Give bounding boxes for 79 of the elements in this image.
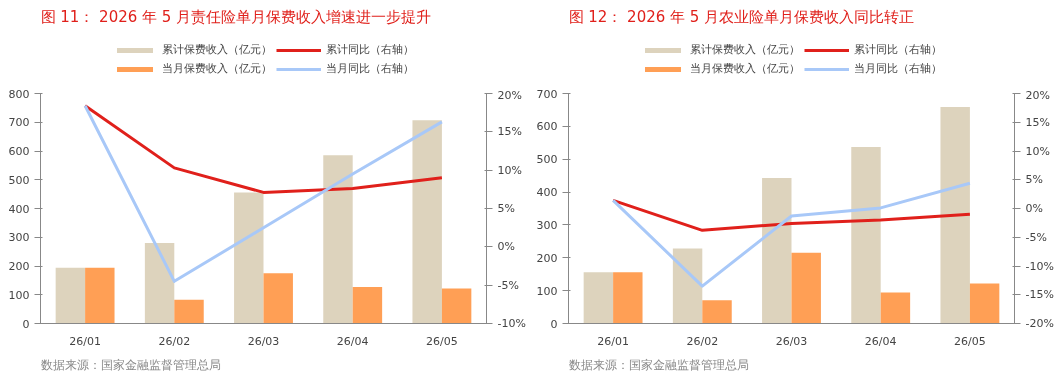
line-series [611, 198, 972, 232]
bar [613, 272, 643, 324]
bar [880, 292, 911, 324]
bar [969, 283, 1000, 324]
y-tick-label: 500 [8, 173, 30, 187]
bar [352, 286, 383, 324]
chart-title: 图 11： 2026 年 5 月责任险单月保费收入增速进一步提升 [40, 7, 432, 26]
y-tick-label: 0 [22, 317, 30, 331]
y-tick-label: 700 [536, 87, 558, 101]
y2-tick-label: -10% [1025, 259, 1054, 273]
bar [762, 177, 792, 324]
y-tick-label: 400 [536, 186, 558, 200]
x-tick-label: 26/01 [597, 334, 629, 348]
y-tick-label: 100 [536, 284, 558, 298]
source-note: 数据来源：国家金融监督管理总局 [568, 357, 749, 372]
bar [55, 267, 86, 324]
y2-tick-label: -5% [497, 278, 519, 292]
bar [234, 192, 264, 324]
x-tick-label: 26/03 [775, 334, 808, 348]
legend-label: 累计同比（右轴） [854, 42, 942, 57]
bar [791, 252, 821, 324]
x-tick-label: 26/02 [686, 334, 719, 348]
y2-tick-label: 5% [497, 202, 515, 215]
bar [702, 300, 732, 324]
y-tick-label: 200 [8, 260, 30, 273]
y-tick-label: 0 [550, 317, 558, 331]
legend-label: 当月保费收入（亿元） [162, 61, 272, 76]
y-tick-label: 100 [8, 288, 30, 302]
legend-label: 累计同比（右轴） [326, 42, 414, 57]
bar [672, 248, 703, 324]
y2-tick-label: 5% [1025, 173, 1043, 187]
legend-label: 当月保费收入（亿元） [690, 61, 800, 76]
y2-tick-label: 0% [1025, 202, 1043, 215]
y2-tick-label: 0% [497, 240, 515, 254]
legend-label: 当月同比（右轴） [326, 61, 414, 76]
bar [263, 273, 293, 324]
y2-tick-label: -15% [1025, 288, 1054, 302]
legend-label: 累计保费收入（亿元） [690, 42, 800, 57]
line-series [83, 104, 444, 283]
y-tick-label: 700 [8, 116, 30, 130]
y2-tick-label: -10% [497, 317, 526, 330]
y2-tick-label: 10% [497, 163, 522, 177]
bar [441, 288, 472, 324]
y-tick-label: 300 [8, 231, 30, 245]
bar [323, 155, 353, 324]
y-tick-label: 200 [536, 251, 558, 265]
legend-label: 当月同比（右轴） [854, 61, 942, 76]
y-tick-label: 600 [536, 120, 558, 134]
legend-label: 累计保费收入（亿元） [162, 42, 272, 57]
x-tick-label: 26/01 [69, 334, 101, 348]
bar [144, 243, 175, 324]
x-tick-label: 26/05 [954, 334, 986, 348]
bar [583, 272, 614, 324]
source-note: 数据来源：国家金融监督管理总局 [40, 357, 221, 372]
y-tick-label: 800 [8, 87, 30, 101]
y2-tick-label: 20% [497, 88, 522, 102]
x-tick-label: 26/03 [247, 334, 280, 348]
y2-tick-label: 20% [1025, 88, 1050, 102]
y2-tick-label: 15% [497, 125, 522, 139]
y-tick-label: 300 [536, 218, 558, 232]
line-series [83, 104, 444, 194]
bar [851, 147, 881, 324]
chart-title: 图 12： 2026 年 5 月农业险单月保费收入同比转正 [568, 7, 915, 26]
y2-tick-label: -20% [1025, 317, 1054, 330]
y2-tick-label: -5% [1025, 230, 1047, 244]
y-tick-label: 600 [8, 145, 30, 158]
x-tick-label: 26/04 [336, 334, 369, 348]
y2-tick-label: 10% [1025, 144, 1050, 158]
bar [85, 267, 115, 324]
x-tick-label: 26/05 [426, 334, 458, 348]
bar [174, 299, 204, 324]
x-tick-label: 26/04 [864, 334, 897, 348]
y-tick-label: 400 [8, 202, 30, 216]
bar [412, 120, 442, 324]
bar [940, 106, 970, 324]
y2-tick-label: 15% [1025, 115, 1050, 129]
x-tick-label: 26/02 [158, 334, 191, 348]
y-tick-label: 500 [536, 153, 558, 167]
line-series [611, 181, 972, 288]
